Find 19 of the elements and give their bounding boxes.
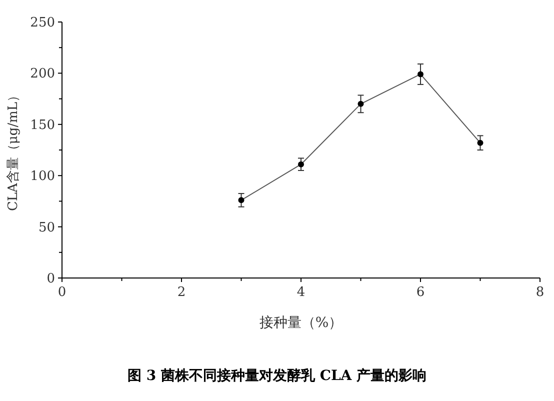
y-tick-label: 150 [30,118,55,133]
x-tick-label: 6 [416,285,425,300]
y-tick-label: 0 [46,272,55,286]
point [418,71,424,78]
y-tick-label: 200 [30,66,55,82]
y-tick-label: 250 [30,16,55,30]
x-tick-label: 4 [296,285,306,300]
x-tick-label: 8 [536,285,544,300]
point [238,197,244,204]
y-tick-label: 50 [38,220,55,236]
point [358,100,364,107]
x-tick-label: 0 [58,285,66,300]
x-axis-title: 接种量（%） [259,315,343,331]
x-tick-label: 2 [177,285,186,300]
point [477,140,484,146]
point [298,161,304,168]
y-axis-title: CLA含量（μg/mL） [6,88,21,212]
y-tick-label: 100 [30,169,55,184]
caption: 图 3 菌株不同接种量对发酵乳 CLA 产量的影响 [127,367,427,384]
